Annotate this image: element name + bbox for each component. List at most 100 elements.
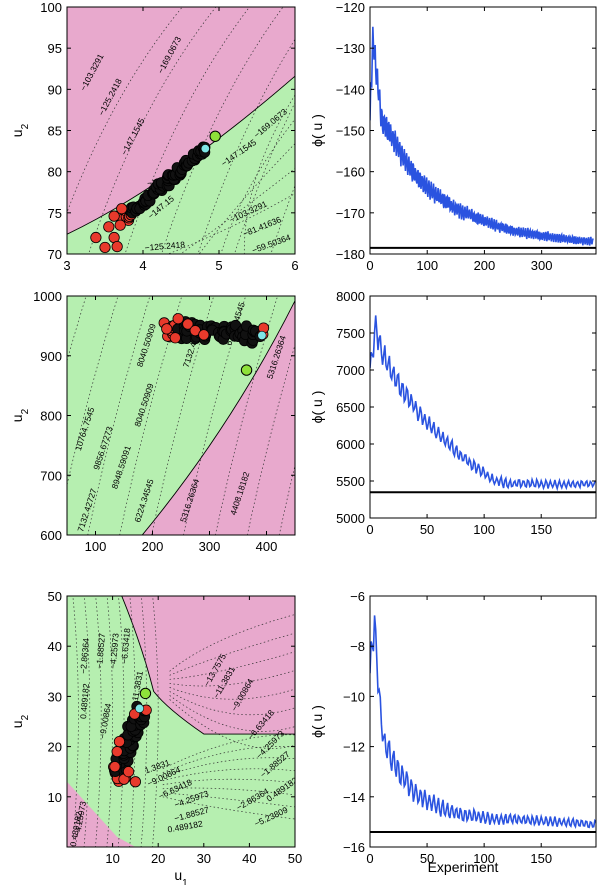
left-panel-1-ytick-label: 95 (48, 41, 62, 56)
left-panel-1-plot-area: −103.3291−125.2418−147.1545−169.0673−169… (67, 7, 295, 254)
right-panel-1-ytick-label: −130 (336, 41, 365, 56)
right-panel-3-xtick-label: 50 (420, 851, 434, 866)
right-panel-2-ytick-label: 5500 (336, 474, 365, 489)
left-panel-3-xlabel: u1 (174, 867, 188, 885)
left-panel-2-ytick-label: 700 (40, 468, 62, 483)
left-panel-1-ytick-label: 80 (48, 165, 62, 180)
contour-lines (67, 7, 295, 254)
iterate-point (113, 735, 126, 748)
left-panel-1-ytick-label: 85 (48, 124, 62, 139)
left-panel-3-ytick-label: 50 (48, 589, 62, 604)
objective-series-line (370, 26, 594, 246)
right-panel-3-frame (369, 595, 597, 848)
contour-line (95, 596, 102, 847)
left-panels: −103.3291−125.2418−147.1545−169.0673−169… (9, 0, 302, 885)
left-panel-1: −103.3291−125.2418−147.1545−169.0673−169… (9, 0, 299, 273)
right-panel-1-ytick-label: −160 (336, 165, 365, 180)
left-panel-1-xtick-label: 4 (139, 258, 146, 273)
right-panel-1: 0 100 200 300 −180 −170 −160 −150 −140 −130 −120 ϕ(… (309, 0, 597, 273)
left-panel-1-ytick-label: 70 (48, 247, 62, 262)
right-panel-3-plot-area (370, 615, 596, 833)
contour-line (124, 7, 250, 254)
right-panel-3-ytick-label: −16 (343, 840, 365, 855)
contour-line (183, 296, 247, 535)
right-panel-3-xtick-label: 100 (473, 851, 495, 866)
left-panel-2-ytick-label: 600 (40, 528, 62, 543)
contour-line (169, 687, 295, 700)
iterate-point (103, 221, 115, 233)
contour-line (72, 596, 79, 847)
end-point-marker (200, 144, 210, 154)
contour-line (198, 143, 295, 254)
left-panel-3-ytick-label: 40 (48, 639, 62, 654)
contour-line (169, 614, 295, 672)
iterate-point (114, 219, 126, 231)
left-panel-2-ytick-label: 800 (40, 409, 62, 424)
right-panel-3-xtick-label: 0 (366, 851, 373, 866)
contour-line (169, 699, 295, 749)
contour-line (243, 94, 295, 254)
left-panel-2-xtick-label: 100 (85, 539, 107, 554)
iterate-point (111, 746, 123, 758)
contour-line (162, 746, 295, 774)
iterates (90, 130, 221, 254)
contour-line (67, 296, 119, 487)
right-panel-3-xtick-label: 150 (530, 851, 552, 866)
left-panel-2: 10764.75459856.672738948.590918040.50909… (9, 289, 296, 554)
iterate-point (122, 766, 135, 778)
contour-line (151, 296, 215, 535)
right-panel-1-xtick-label: 200 (474, 258, 496, 273)
left-panel-3-xtick-label: 20 (151, 851, 165, 866)
contour-line (215, 296, 278, 535)
contour-line (162, 778, 295, 786)
right-panel-1-ytick-label: −180 (336, 247, 365, 262)
left-panel-1-xtick-label: 3 (63, 258, 70, 273)
contour-label: 0.489182 (78, 683, 91, 719)
contour-line (162, 757, 295, 778)
left-panel-2-plot-area: 10764.75459856.672738948.590918040.50909… (67, 296, 295, 535)
right-panel-3-ytick-label: −8 (350, 639, 365, 654)
start-point-marker (209, 130, 221, 142)
left-panel-1-frame (66, 6, 296, 255)
left-panel-3-ytick-label: 20 (48, 740, 62, 755)
iterate-point (172, 313, 184, 325)
left-panel-3-xtick-label: 50 (288, 851, 302, 866)
right-panel-2-xtick-label: 100 (473, 522, 495, 537)
right-panel-2: 0 50 100 150 5000 5500 6000 6500 7000 7500 8000 ϕ( … (309, 289, 597, 537)
left-panel-2-xtick-label: 200 (142, 539, 164, 554)
right-panel-1-ylabel: ϕ( u ) (309, 114, 325, 147)
right-panel-1-plot-area (370, 26, 596, 249)
left-panel-3: −2.86364 −1.88527 −4.25973−6.63418−11.3831… (9, 589, 302, 885)
left-panel-3-plot-area: −2.86364 −1.88527 −4.25973−6.63418−11.3831… (67, 596, 295, 847)
right-panel-2-frame (369, 295, 597, 519)
right-panel-3-ytick-label: −14 (343, 790, 365, 805)
right-panel-1-ytick-label: −140 (336, 82, 365, 97)
left-panel-2-frame (66, 295, 296, 536)
right-panel-3-xlabel: Experiment (428, 859, 499, 875)
infeasible-region (142, 300, 295, 535)
right-panel-3-ytick-label: −12 (343, 740, 365, 755)
left-panel-2-ylabel: u2 (9, 408, 31, 422)
contour-line (87, 296, 151, 535)
right-panel-2-ytick-label: 7500 (336, 326, 365, 341)
contour-line (220, 118, 295, 254)
contour-line (167, 193, 295, 254)
objective-series-line (370, 615, 596, 830)
objective-series-line (370, 315, 596, 492)
right-panel-2-ytick-label: 6000 (336, 437, 365, 452)
right-panel-1-ytick-label: −120 (336, 0, 365, 15)
start-point-marker (240, 364, 253, 376)
right-panel-1-xtick-label: 300 (531, 258, 553, 273)
left-panel-2-ytick-label: 900 (40, 349, 62, 364)
iterate-point (99, 241, 111, 254)
right-panel-3-ylabel: ϕ( u ) (309, 705, 325, 738)
left-panel-1-xtick-label: 6 (291, 258, 298, 273)
right-panel-2-ytick-label: 5000 (336, 511, 365, 526)
contour-label: −125.2418 (144, 239, 185, 253)
iterate-point (116, 203, 128, 215)
end-point-marker (135, 703, 145, 713)
contour-line (83, 596, 91, 847)
right-panel-2-ytick-label: 7000 (336, 363, 365, 378)
iterate-point (161, 323, 173, 335)
